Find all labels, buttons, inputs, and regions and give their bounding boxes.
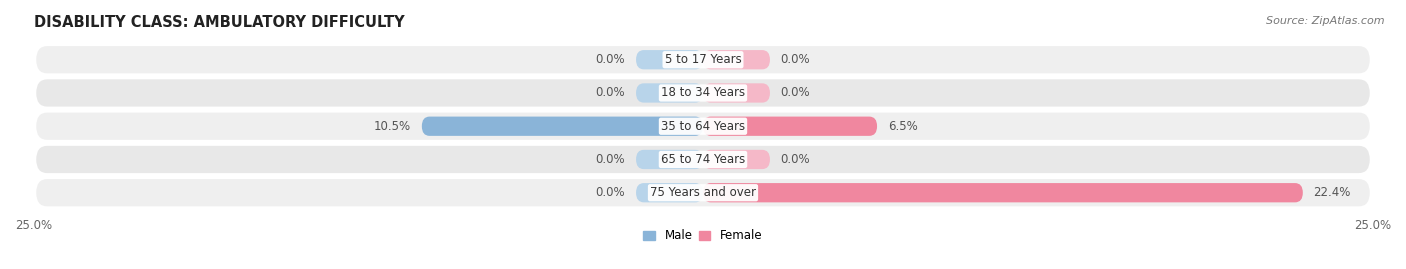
FancyBboxPatch shape [37,113,1369,140]
FancyBboxPatch shape [422,116,703,136]
Text: Source: ZipAtlas.com: Source: ZipAtlas.com [1267,16,1385,26]
FancyBboxPatch shape [636,150,703,169]
FancyBboxPatch shape [636,183,703,202]
Text: 35 to 64 Years: 35 to 64 Years [661,120,745,133]
Text: 0.0%: 0.0% [596,86,626,100]
FancyBboxPatch shape [703,150,770,169]
Text: 0.0%: 0.0% [596,53,626,66]
Text: 22.4%: 22.4% [1313,186,1351,199]
Legend: Male, Female: Male, Female [638,225,768,247]
Text: 0.0%: 0.0% [780,53,810,66]
FancyBboxPatch shape [37,79,1369,107]
FancyBboxPatch shape [703,83,770,102]
FancyBboxPatch shape [703,116,877,136]
Text: 18 to 34 Years: 18 to 34 Years [661,86,745,100]
FancyBboxPatch shape [37,146,1369,173]
FancyBboxPatch shape [37,46,1369,73]
Text: DISABILITY CLASS: AMBULATORY DIFFICULTY: DISABILITY CLASS: AMBULATORY DIFFICULTY [34,15,404,30]
Text: 0.0%: 0.0% [780,153,810,166]
FancyBboxPatch shape [703,50,770,69]
Text: 10.5%: 10.5% [374,120,411,133]
Text: 5 to 17 Years: 5 to 17 Years [665,53,741,66]
Text: 6.5%: 6.5% [887,120,918,133]
FancyBboxPatch shape [636,83,703,102]
Text: 65 to 74 Years: 65 to 74 Years [661,153,745,166]
Text: 0.0%: 0.0% [780,86,810,100]
FancyBboxPatch shape [37,179,1369,206]
FancyBboxPatch shape [636,50,703,69]
Text: 0.0%: 0.0% [596,186,626,199]
Text: 75 Years and over: 75 Years and over [650,186,756,199]
FancyBboxPatch shape [703,183,1303,202]
Text: 0.0%: 0.0% [596,153,626,166]
